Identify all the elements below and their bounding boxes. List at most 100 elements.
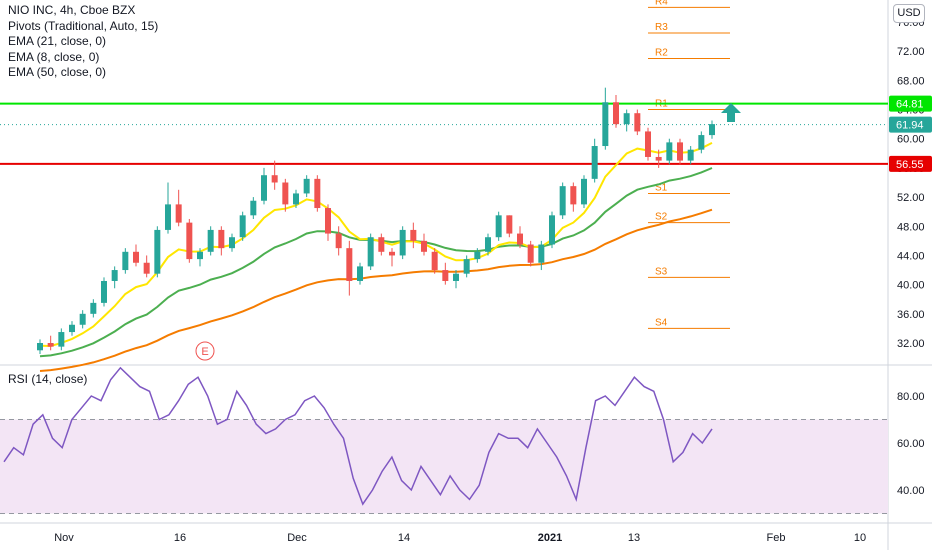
candle-body[interactable] (175, 204, 182, 223)
date-tick-label: Nov (54, 532, 74, 544)
candle-body[interactable] (154, 229, 161, 274)
earnings-marker-circle[interactable] (195, 341, 215, 361)
candle-body[interactable] (581, 178, 587, 205)
candle-body[interactable] (293, 193, 299, 205)
rsi-tick-label: 40.00 (897, 485, 925, 497)
candle-body[interactable] (346, 248, 353, 281)
candle-body[interactable] (357, 266, 363, 281)
candle-body[interactable] (399, 229, 406, 256)
candle-body[interactable] (634, 113, 641, 132)
candle-body[interactable] (303, 178, 310, 194)
annotations: E (195, 103, 741, 361)
candle-body[interactable] (165, 204, 171, 230)
candle-body[interactable] (261, 175, 267, 201)
candle-body[interactable] (207, 229, 214, 252)
candle-body[interactable] (666, 142, 673, 161)
candle-body[interactable] (314, 178, 321, 209)
price-tick-label: 32.00 (897, 338, 925, 350)
candle-body[interactable] (271, 175, 278, 183)
candle-body[interactable] (367, 237, 374, 267)
legend-title[interactable]: NIO INC, 4h, Cboe BZX (8, 3, 136, 17)
arrow-up-icon[interactable] (721, 103, 741, 122)
candle-body[interactable] (698, 135, 705, 150)
candlesticks[interactable] (37, 87, 715, 354)
pivot-label-s4: S4 (655, 317, 668, 328)
price-tick-label: 40.00 (897, 280, 925, 292)
earnings-marker-label: E (201, 346, 208, 358)
candle-body[interactable] (570, 186, 577, 205)
candle-body[interactable] (463, 259, 470, 274)
resistance-price-tag-bg (889, 95, 932, 112)
candle-body[interactable] (111, 270, 118, 281)
price-tick-label: 60.00 (897, 134, 925, 146)
date-tick-label: 14 (398, 532, 410, 544)
candle-body[interactable] (527, 244, 534, 263)
candle-body[interactable] (378, 237, 385, 252)
date-tick-label: 13 (628, 532, 640, 544)
candle-body[interactable] (431, 251, 438, 271)
candle-body[interactable] (47, 343, 54, 347)
candle-body[interactable] (559, 186, 566, 216)
price-tick-label: 44.00 (897, 250, 925, 262)
candle-body[interactable] (549, 215, 555, 245)
candle-body[interactable] (250, 200, 257, 216)
legend-ema21[interactable]: EMA (21, close, 0) (8, 34, 107, 48)
candle-body[interactable] (506, 215, 513, 234)
candle-body[interactable] (495, 215, 502, 238)
pivot-label-r4: R4 (655, 0, 668, 7)
date-tick-label: 16 (174, 532, 186, 544)
price-tick-label: 36.00 (897, 309, 925, 321)
candle-body[interactable] (623, 113, 630, 125)
candle-body[interactable] (591, 146, 598, 179)
candle-body[interactable] (485, 237, 491, 252)
candle-body[interactable] (58, 332, 65, 347)
rsi-line[interactable] (3, 366, 713, 506)
legend-pivots[interactable]: Pivots (Traditional, Auto, 15) (8, 18, 159, 33)
candle-body[interactable] (122, 251, 129, 271)
pivot-label-s2: S2 (655, 212, 668, 223)
support-price-tag-bg (889, 155, 932, 172)
candle-body[interactable] (239, 215, 246, 238)
candle-body[interactable] (421, 240, 427, 252)
candle-body[interactable] (37, 343, 43, 351)
date-tick-label: 2021 (538, 532, 562, 544)
candle-body[interactable] (645, 131, 651, 157)
legend-ema50[interactable]: EMA (50, close, 0) (8, 65, 107, 79)
currency-button[interactable]: USD (893, 4, 925, 23)
candle-body[interactable] (90, 302, 97, 314)
candle-body[interactable] (325, 208, 331, 234)
ema8-line[interactable] (39, 142, 713, 348)
rsi-band-fill (0, 419, 888, 514)
price-tick-label: 72.00 (897, 46, 925, 58)
candle-body[interactable] (442, 270, 449, 281)
rsi-legend-title[interactable]: RSI (14, close) (8, 372, 88, 386)
candle-body[interactable] (143, 262, 150, 274)
candle-body[interactable] (282, 182, 289, 205)
candle-body[interactable] (709, 124, 715, 136)
axes: 76.0072.0068.0064.0060.0056.0052.0048.00… (54, 17, 932, 544)
candle-body[interactable] (474, 251, 481, 260)
candle-body[interactable] (218, 229, 225, 249)
candle-body[interactable] (677, 142, 683, 161)
candle-body[interactable] (538, 244, 545, 263)
legend-ema8[interactable]: EMA (8, close, 0) (8, 49, 100, 64)
candle-body[interactable] (197, 251, 203, 260)
candle-body[interactable] (602, 102, 609, 147)
candle-body[interactable] (229, 237, 235, 249)
candle-body[interactable] (69, 324, 75, 333)
candle-body[interactable] (79, 313, 86, 325)
candle-body[interactable] (186, 222, 193, 260)
candle-body[interactable] (687, 149, 694, 161)
candle-body[interactable] (389, 251, 395, 256)
candle-body[interactable] (101, 280, 107, 303)
candle-body[interactable] (613, 102, 619, 125)
candle-body[interactable] (335, 233, 342, 249)
candle-body[interactable] (410, 229, 417, 241)
candle-body[interactable] (655, 156, 662, 161)
ema50-line[interactable] (39, 208, 713, 372)
candle-body[interactable] (453, 273, 459, 281)
pivot-label-s1: S1 (655, 182, 668, 193)
candle-body[interactable] (517, 233, 523, 245)
candle-body[interactable] (133, 251, 139, 263)
